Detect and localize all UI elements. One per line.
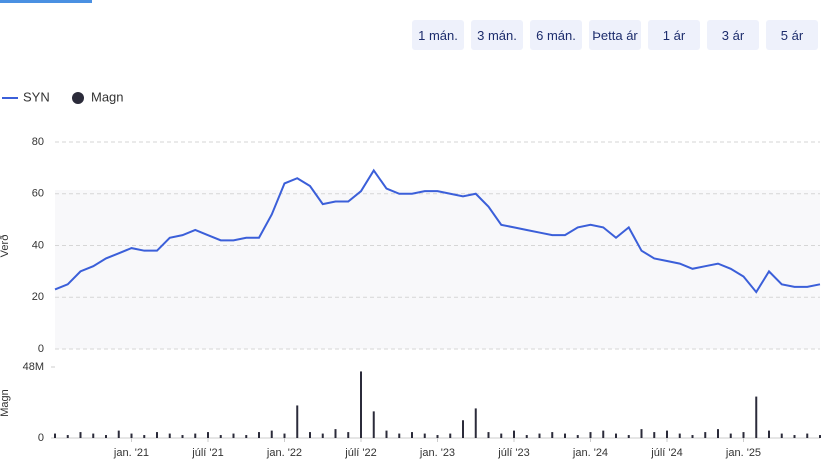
progress-bar xyxy=(0,0,92,3)
y-tick-label: 40 xyxy=(32,239,44,251)
volume-bar xyxy=(79,432,82,438)
volume-bar xyxy=(691,435,694,438)
volume-bar xyxy=(423,433,426,438)
range-button[interactable]: 3 mán. xyxy=(471,20,523,50)
x-tick-label: jan. '23 xyxy=(419,447,455,459)
volume-bar xyxy=(283,433,286,438)
range-button[interactable]: 5 ár xyxy=(766,20,818,50)
volume-bar xyxy=(449,433,452,438)
volume-bar xyxy=(742,432,745,438)
volume-bar xyxy=(729,433,732,438)
volume-bar xyxy=(793,435,796,438)
volume-bar xyxy=(525,435,528,438)
price-line xyxy=(54,168,821,294)
volume-bar xyxy=(615,433,617,438)
volume-bar xyxy=(513,430,515,438)
volume-bar xyxy=(156,432,158,438)
volume-bar xyxy=(678,433,681,438)
y-tick-label: 60 xyxy=(32,188,44,200)
volume-bar xyxy=(270,430,273,438)
volume-bar xyxy=(806,433,809,438)
volume-bar xyxy=(640,429,643,438)
volume-bar xyxy=(194,433,197,438)
volume-bar xyxy=(360,371,362,438)
y-tick-label: 20 xyxy=(32,291,44,303)
x-tick-label: jan. '21 xyxy=(113,447,149,459)
volume-bar xyxy=(819,435,821,438)
volume-bar xyxy=(181,435,184,438)
x-tick-label: jan. '24 xyxy=(572,447,608,459)
volume-bar xyxy=(347,432,350,438)
x-tick-label: jan. '22 xyxy=(266,447,302,459)
volume-bar xyxy=(653,432,656,438)
volume-bar xyxy=(245,435,248,438)
volume-bar xyxy=(462,420,464,438)
x-tick-label: júlí '21 xyxy=(191,447,223,459)
y2-tick-label: 48M xyxy=(23,361,44,373)
volume-bar xyxy=(589,432,592,438)
y-tick-label: 0 xyxy=(38,343,44,355)
volume-bar xyxy=(143,435,146,438)
volume-bar xyxy=(538,433,541,438)
volume-bar xyxy=(66,435,69,438)
volume-bar xyxy=(219,435,222,438)
plot-background xyxy=(55,190,820,349)
volume-bar xyxy=(207,432,209,438)
volume-bar xyxy=(385,430,388,438)
volume-bar xyxy=(105,435,107,438)
x-tick-label: júlí '22 xyxy=(344,447,376,459)
range-button[interactable]: Þetta ár xyxy=(589,20,641,50)
volume-bar xyxy=(576,435,579,438)
volume-bar xyxy=(411,432,413,438)
volume-bar xyxy=(168,433,171,438)
volume-bar xyxy=(474,408,477,438)
volume-bar xyxy=(768,430,770,438)
volume-bar xyxy=(755,396,758,438)
y-axis-title: Verð xyxy=(0,235,11,258)
range-button[interactable]: 6 mán. xyxy=(530,20,582,50)
volume-bar xyxy=(500,433,503,438)
y2-axis-title: Magn xyxy=(0,389,11,417)
volume-bar xyxy=(334,429,337,438)
legend-marker xyxy=(72,92,84,104)
volume-bar xyxy=(436,435,439,438)
volume-bar xyxy=(92,433,95,438)
range-button[interactable]: 3 ár xyxy=(707,20,759,50)
volume-bar xyxy=(296,405,299,438)
volume-bar xyxy=(780,433,783,438)
y-tick-label: 80 xyxy=(32,136,44,148)
volume-bar xyxy=(54,433,56,438)
volume-bar xyxy=(627,435,630,438)
volume-bar xyxy=(398,433,401,438)
range-button[interactable]: 1 ár xyxy=(648,20,700,50)
volume-bar xyxy=(321,433,324,438)
y2-tick-label: 0 xyxy=(38,432,44,444)
volume-bar xyxy=(232,433,235,438)
volume-bar xyxy=(372,411,375,438)
volume-bar xyxy=(117,430,120,438)
volume-bar xyxy=(666,430,668,438)
legend-label: Magn xyxy=(91,89,124,104)
volume-bar xyxy=(564,433,566,438)
range-button[interactable]: 1 mán. xyxy=(412,20,464,50)
volume-bar xyxy=(309,432,311,438)
volume-bar xyxy=(551,432,554,438)
volume-bar xyxy=(258,432,260,438)
volume-bar xyxy=(717,429,719,438)
legend-label: SYN xyxy=(23,89,50,104)
volume-bar xyxy=(704,432,707,438)
volume-bar xyxy=(602,430,605,438)
volume-bar xyxy=(487,432,490,438)
x-tick-label: júlí '24 xyxy=(650,447,682,459)
x-tick-label: jan. '25 xyxy=(725,447,761,459)
x-tick-label: júlí '23 xyxy=(497,447,529,459)
volume-bar xyxy=(130,433,133,438)
